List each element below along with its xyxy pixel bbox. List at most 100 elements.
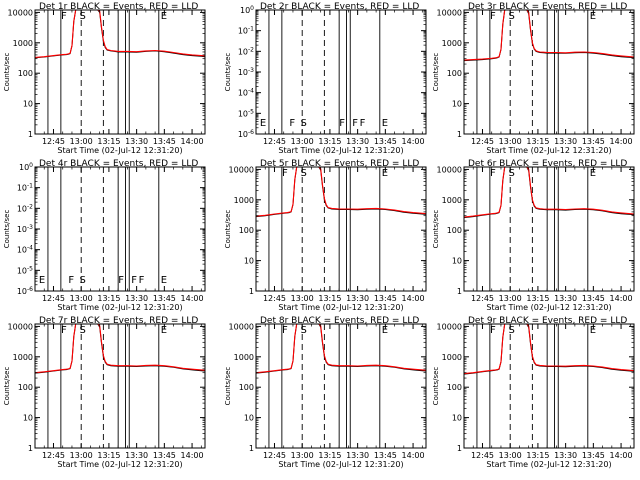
y-tick-label: 10000 — [8, 8, 33, 17]
event-marker-label: F — [61, 11, 67, 22]
x-tick-label: 14:00 — [181, 294, 204, 303]
event-marker-label: F — [490, 11, 496, 22]
event-marker-label: F — [282, 168, 288, 179]
y-tick-label: 10-5 — [17, 265, 33, 275]
x-tick-label: 13:00 — [70, 294, 93, 303]
x-tick-label: 13:00 — [291, 294, 314, 303]
y-tick-label: 100 — [239, 226, 254, 235]
x-tick-label: 12:45 — [471, 294, 494, 303]
y-tick-label: 1 — [249, 444, 254, 453]
y-tick-label: 100 — [447, 383, 462, 392]
chart-title: Det 6r BLACK = Events, RED = LLD — [468, 159, 627, 169]
y-tick-label: 10000 — [437, 165, 462, 174]
event-marker-label: E — [590, 11, 596, 22]
y-tick-label: 10-6 — [17, 286, 33, 296]
x-tick-label: 12:45 — [42, 294, 65, 303]
y-tick-label: 10-6 — [238, 129, 254, 139]
y-tick-label: 10000 — [437, 322, 462, 331]
event-marker-label: F — [339, 118, 345, 129]
plot-frame — [463, 166, 635, 292]
y-tick-label: 1000 — [234, 196, 254, 205]
y-tick-label: 10000 — [8, 322, 33, 331]
chart-title: Det 8r BLACK = Events, RED = LLD — [260, 316, 419, 326]
y-tick-label: 1 — [457, 287, 462, 296]
y-tick-label: 100 — [240, 5, 254, 15]
x-tick-label: 13:00 — [70, 451, 93, 460]
x-axis-label: Start Time (02-Jul-12 12:31:20) — [486, 146, 611, 155]
x-tick-label: 13:45 — [374, 451, 397, 460]
y-tick-label: 100 — [18, 69, 33, 78]
x-tick-label: 13:15 — [97, 294, 120, 303]
x-tick-label: 13:00 — [291, 451, 314, 460]
x-tick-label: 14:00 — [402, 137, 425, 146]
y-tick-label: 10-3 — [17, 224, 33, 234]
x-tick-label: 13:30 — [125, 451, 148, 460]
y-axis-label: Counts/sec — [3, 210, 11, 249]
x-tick-label: 13:15 — [97, 137, 120, 146]
event-marker-label: S — [301, 168, 307, 179]
y-axis-label: Counts/sec — [224, 53, 232, 92]
x-tick-label: 13:15 — [97, 451, 120, 460]
x-tick-label: 13:00 — [499, 294, 522, 303]
event-marker-label: E — [161, 275, 167, 286]
chart-title: Det 2r BLACK = Events, RED = LLD — [260, 2, 419, 12]
chart-title: Det 1r BLACK = Events, RED = LLD — [39, 2, 198, 12]
x-tick-label: 14:00 — [402, 294, 425, 303]
event-marker-label: F — [61, 325, 67, 336]
y-tick-label: 10 — [23, 414, 33, 423]
event-marker-label: S — [301, 118, 307, 129]
event-marker-label: F — [131, 275, 137, 286]
event-marker-label: F — [360, 118, 366, 129]
x-tick-label: 13:15 — [526, 294, 549, 303]
y-tick-label: 10-3 — [238, 67, 254, 77]
x-tick-label: 13:30 — [125, 137, 148, 146]
y-tick-label: 10 — [452, 257, 462, 266]
x-tick-label: 13:30 — [125, 294, 148, 303]
y-tick-label: 1000 — [234, 353, 254, 362]
x-tick-label: 13:45 — [582, 137, 605, 146]
y-tick-label: 100 — [239, 383, 254, 392]
x-tick-label: 13:00 — [499, 137, 522, 146]
y-tick-label: 10 — [452, 100, 462, 109]
event-marker-label: S — [80, 11, 86, 22]
x-tick-label: 13:15 — [318, 294, 341, 303]
chart-title: Det 9r BLACK = Events, RED = LLD — [468, 316, 627, 326]
plot-frame — [463, 323, 635, 449]
event-marker-label: S — [509, 11, 515, 22]
x-tick-label: 14:00 — [181, 137, 204, 146]
y-tick-label: 10000 — [229, 165, 254, 174]
y-tick-label: 1 — [457, 444, 462, 453]
x-tick-label: 13:00 — [291, 137, 314, 146]
y-tick-label: 1000 — [442, 353, 462, 362]
y-tick-label: 100 — [18, 383, 33, 392]
event-marker-label: E — [161, 11, 167, 22]
event-marker-label: E — [382, 325, 388, 336]
y-tick-label: 1000 — [442, 39, 462, 48]
y-tick-label: 10-1 — [17, 183, 33, 193]
y-tick-label: 10 — [244, 257, 254, 266]
x-tick-label: 13:45 — [153, 137, 176, 146]
chart-title: Det 7r BLACK = Events, RED = LLD — [39, 316, 198, 326]
event-marker-label: S — [80, 325, 86, 336]
x-tick-label: 13:00 — [499, 451, 522, 460]
x-tick-label: 14:00 — [181, 451, 204, 460]
plot-frame — [34, 323, 206, 449]
x-tick-label: 13:15 — [526, 137, 549, 146]
y-axis-label: Counts/sec — [224, 367, 232, 406]
x-tick-label: 12:45 — [42, 451, 65, 460]
x-axis-label: Start Time (02-Jul-12 12:31:20) — [486, 460, 611, 469]
x-tick-label: 14:00 — [402, 451, 425, 460]
x-axis-label: Start Time (02-Jul-12 12:31:20) — [278, 303, 403, 312]
x-tick-label: 13:15 — [318, 451, 341, 460]
y-axis-label: Counts/sec — [432, 210, 440, 249]
x-tick-label: 12:45 — [263, 137, 286, 146]
x-tick-label: 13:15 — [318, 137, 341, 146]
event-marker-label: E — [39, 275, 45, 286]
